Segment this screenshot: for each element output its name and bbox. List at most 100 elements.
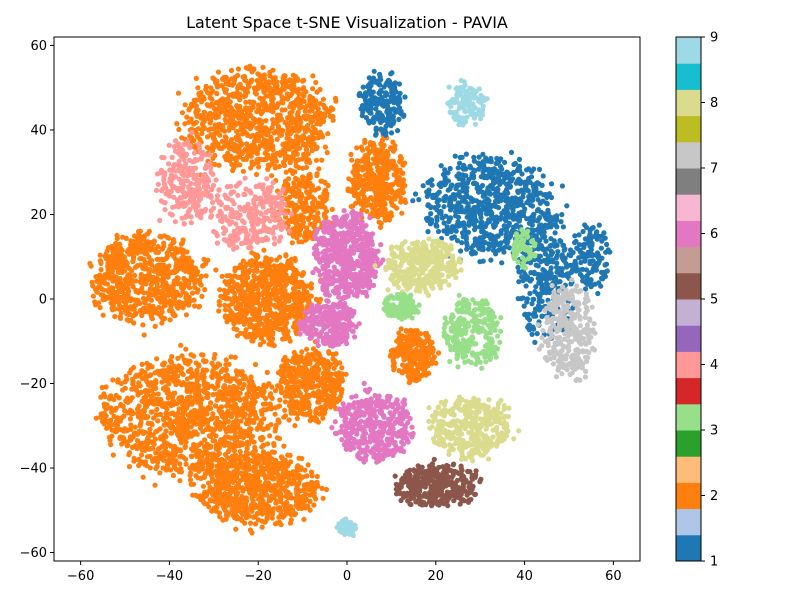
scatter-point [210, 392, 216, 398]
scatter-point [322, 144, 328, 150]
scatter-point [126, 311, 132, 317]
scatter-point [177, 478, 183, 484]
scatter-point [315, 395, 322, 401]
scatter-point [118, 310, 124, 316]
scatter-point [199, 130, 205, 137]
scatter-point [261, 458, 267, 464]
scatter-point [254, 157, 260, 163]
scatter-point [263, 291, 270, 297]
scatter-point [149, 364, 155, 370]
scatter-point [184, 249, 190, 255]
scatter-point [233, 113, 239, 119]
scatter-point [221, 420, 227, 427]
scatter-point [103, 406, 109, 412]
scatter-point [228, 67, 235, 74]
scatter-point [110, 251, 116, 257]
scatter-point [149, 456, 156, 462]
scatter-point [225, 103, 231, 109]
scatter-point [127, 279, 133, 285]
scatter-point [359, 189, 365, 195]
scatter-point [250, 498, 256, 504]
scatter-point [229, 311, 235, 317]
scatter-point [187, 465, 193, 471]
scatter-point [272, 284, 279, 290]
scatter-point [238, 318, 244, 324]
scatter-point [262, 519, 268, 525]
scatter-point [136, 390, 142, 396]
scatter-point [320, 96, 326, 102]
scatter-point [113, 405, 119, 411]
scatter-point [272, 482, 278, 488]
scatter-point [173, 466, 180, 472]
scatter-point [139, 263, 145, 269]
scatter-point [269, 173, 275, 179]
scatter-point [179, 110, 185, 116]
scatter-point [168, 376, 175, 382]
scatter-point [265, 441, 271, 447]
scatter-point [228, 389, 234, 395]
scatter-point [215, 477, 221, 483]
scatter-point [240, 131, 246, 137]
scatter-point [303, 482, 309, 488]
scatter-point [112, 313, 118, 320]
scatter-point [182, 102, 188, 108]
scatter-point [233, 526, 239, 532]
scatter-point [225, 295, 231, 301]
scatter-point [279, 390, 285, 396]
scatter-point [106, 434, 112, 440]
scatter-point [200, 466, 206, 472]
scatter-point [278, 522, 284, 528]
scatter-point [319, 410, 325, 416]
scatter-point [387, 195, 393, 201]
scatter-point [307, 108, 313, 114]
scatter-point [271, 506, 277, 512]
scatter-point [249, 77, 255, 83]
scatter-point [317, 121, 323, 127]
scatter-point [294, 279, 300, 286]
scatter-point [95, 285, 101, 291]
scatter-point [206, 504, 212, 510]
scatter-point [200, 483, 206, 489]
scatter-point [314, 130, 320, 136]
scatter-point [208, 472, 214, 478]
scatter-point [333, 362, 339, 368]
scatter-point [254, 109, 260, 115]
scatter-point [183, 312, 189, 318]
scatter-point [202, 437, 208, 443]
scatter-point [104, 425, 110, 431]
scatter-point [225, 317, 231, 323]
scatter-point [289, 138, 295, 145]
scatter-point [295, 101, 301, 107]
scatter-point [266, 481, 272, 487]
scatter-points [87, 63, 613, 539]
scatter-point [272, 319, 278, 325]
scatter-point [330, 394, 336, 400]
scatter-point [380, 149, 386, 155]
scatter-point [330, 113, 336, 120]
scatter-point [259, 524, 265, 530]
scatter-point [312, 366, 318, 372]
scatter-point [252, 513, 258, 520]
scatter-point [231, 326, 237, 332]
scatter-point [111, 396, 117, 403]
scatter-point [183, 461, 189, 467]
scatter-point [263, 506, 270, 512]
scatter-point [195, 475, 201, 481]
scatter-point [178, 246, 184, 252]
scatter-point [390, 182, 396, 188]
scatter-point [163, 410, 169, 416]
scatter-point [195, 85, 201, 91]
scatter-point [299, 295, 305, 301]
scatter-point [350, 203, 356, 209]
scatter-point [218, 411, 224, 417]
scatter-point [322, 406, 329, 412]
scatter-point [192, 303, 198, 309]
scatter-point [282, 73, 288, 79]
scatter-point [106, 275, 113, 281]
scatter-point [362, 137, 368, 143]
scatter-point [161, 415, 167, 422]
scatter-point [277, 318, 284, 324]
scatter-point [217, 132, 223, 138]
scatter-point [251, 140, 257, 147]
scatter-point [311, 141, 317, 147]
